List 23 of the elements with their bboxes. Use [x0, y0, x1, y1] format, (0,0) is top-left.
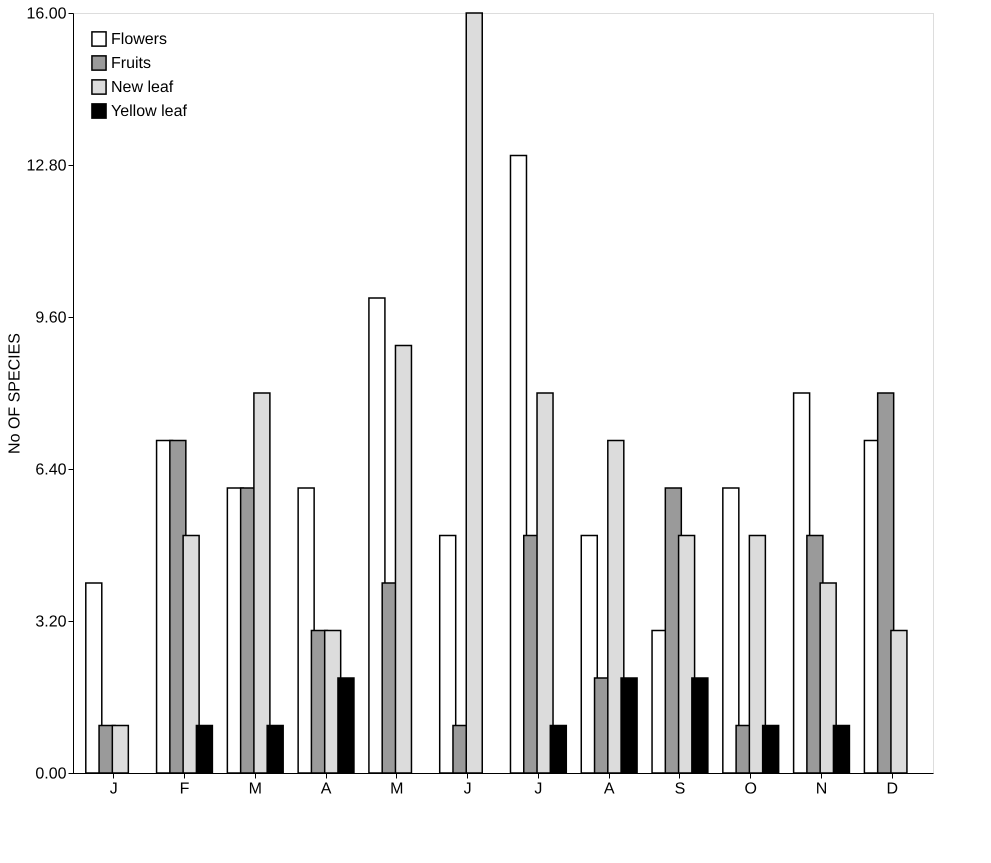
- x-tick-label: A: [604, 780, 615, 798]
- legend-label: New leaf: [111, 79, 174, 96]
- x-tick-label: O: [744, 780, 757, 798]
- x-tick-label: M: [390, 780, 404, 798]
- y-tick-label: 9.60: [35, 310, 67, 326]
- x-tick-label: S: [674, 780, 686, 798]
- x-tick-label: J: [464, 780, 472, 798]
- x-tick-label: N: [816, 780, 828, 798]
- y-axis-title: No OF SPECIES: [6, 333, 24, 454]
- x-tick-label: J: [110, 780, 118, 798]
- y-tick-label: 0.00: [35, 766, 67, 782]
- x-tick-label: M: [248, 780, 262, 798]
- legend-label: Flowers: [111, 31, 168, 48]
- x-tick-label: F: [180, 780, 190, 798]
- y-tick-label: 6.40: [35, 462, 67, 478]
- legend-label: Fruits: [111, 55, 151, 72]
- x-tick-label: A: [320, 780, 332, 798]
- legend-label: Yellow leaf: [111, 103, 188, 120]
- y-tick-label: 12.80: [26, 158, 67, 174]
- x-tick-label: D: [886, 780, 898, 798]
- y-tick-label: 3.20: [35, 614, 67, 630]
- x-tick-label: J: [534, 780, 542, 798]
- y-tick-label: 16.00: [26, 6, 67, 22]
